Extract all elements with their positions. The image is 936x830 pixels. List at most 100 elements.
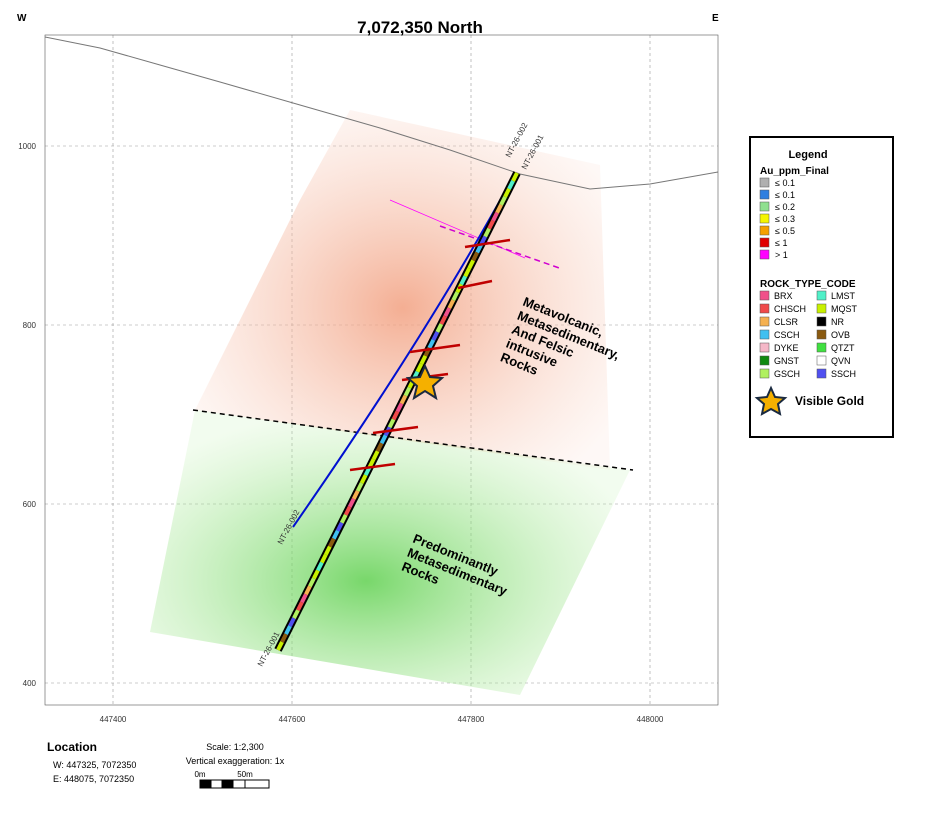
drillhole-interval — [403, 386, 412, 397]
legend-label: BRX — [774, 291, 793, 301]
legend-label: NR — [831, 317, 844, 327]
legend-swatch — [759, 303, 770, 314]
lower-unit-zone — [150, 410, 630, 695]
drillhole-interval — [499, 195, 507, 206]
legend-swatch — [759, 342, 770, 353]
legend-items: ≤ 0.1 ≤ 0.1 ≤ 0.2 ≤ 0.3 ≤ 0.5 ≤ 1 > 1 BRX LMST CH… — [759, 177, 858, 379]
drillhole-interval — [399, 394, 408, 405]
location-west: W: 447325, 7072350 — [53, 760, 136, 770]
location-east: E: 448075, 7072350 — [53, 774, 134, 784]
drillhole-intervals — [274, 171, 521, 652]
legend-rock-title: ROCK_TYPE_CODE — [760, 279, 856, 290]
drillhole-interval — [443, 307, 452, 317]
legend-swatch — [816, 368, 827, 379]
legend-star — [754, 385, 788, 416]
legend-swatch — [816, 355, 827, 366]
legend-swatch — [816, 329, 827, 340]
drillhole-interval — [507, 180, 515, 190]
scale-exaggeration: Vertical exaggeration: 1x — [186, 756, 285, 766]
legend-label: ≤ 1 — [775, 238, 787, 248]
west-label: W — [17, 13, 27, 24]
upper-unit-zone — [195, 110, 610, 470]
drillhole-interval — [312, 569, 320, 580]
drillhole-interval — [387, 418, 396, 429]
drillhole-interval — [280, 633, 288, 643]
legend-label: ≤ 0.1 — [775, 178, 795, 188]
legend-label: QTZT — [831, 343, 855, 353]
legend-swatch — [759, 316, 770, 327]
drillhole-interval — [367, 458, 376, 469]
drillhole-interval — [439, 315, 448, 325]
drillhole-interval — [419, 354, 428, 365]
drillhole-interval — [347, 498, 356, 508]
drillhole-interval — [276, 641, 284, 651]
legend-swatch — [759, 225, 770, 236]
legend-swatch — [759, 213, 770, 224]
legend-swatch — [759, 237, 770, 248]
legend-swatch — [816, 303, 827, 314]
drillhole-interval — [375, 442, 384, 453]
drillhole-interval — [451, 291, 460, 302]
y-tick-label: 800 — [23, 321, 37, 330]
structure — [389, 199, 526, 259]
legend-swatch — [816, 342, 827, 353]
drillhole-interval — [491, 211, 499, 222]
drillhole-interval — [339, 513, 348, 524]
legend-label: ≤ 0.1 — [775, 190, 795, 200]
visible-gold-star — [405, 363, 445, 401]
scale-end: 50m — [237, 770, 253, 779]
drillhole-interval — [379, 434, 388, 445]
legend-label: QVN — [831, 356, 851, 366]
drillhole-interval — [355, 482, 364, 492]
legend-label: GSCH — [774, 369, 800, 379]
title: 7,072,350 North — [357, 18, 483, 37]
drillhole-interval — [331, 529, 340, 540]
legend-swatch — [759, 201, 770, 212]
legend-swatch — [759, 177, 770, 188]
legend-label: CLSR — [774, 317, 799, 327]
plot-frame — [44, 34, 719, 706]
legend-swatch — [816, 316, 827, 327]
drillhole-interval — [487, 219, 495, 230]
scale-bar — [199, 779, 270, 789]
legend-label: MQST — [831, 304, 858, 314]
drillhole-interval — [308, 577, 316, 588]
x-tick-label: 447600 — [279, 715, 306, 724]
legend-gold: Visible Gold — [795, 394, 864, 408]
drillhole-interval — [471, 251, 479, 262]
legend-box — [749, 136, 894, 438]
legend-label: GNST — [774, 356, 800, 366]
location-title: Location — [47, 740, 97, 754]
y-tick-label: 1000 — [18, 142, 36, 151]
drillhole-interval — [324, 545, 332, 556]
drillhole-interval — [284, 625, 292, 635]
legend-label: CSCH — [774, 330, 800, 340]
legend-swatch — [759, 355, 770, 366]
legend-label: OVB — [831, 330, 850, 340]
legend-label: SSCH — [831, 369, 856, 379]
legend-swatch — [759, 368, 770, 379]
drillhole-interval — [435, 323, 444, 333]
scale-ratio: Scale: 1:2,300 — [206, 742, 264, 752]
drillhole-interval — [483, 227, 491, 238]
legend-swatch — [759, 189, 770, 200]
structure — [439, 225, 563, 270]
drillhole-interval — [431, 331, 440, 341]
drillhole-interval — [467, 259, 475, 270]
legend-label: ≤ 0.3 — [775, 214, 795, 224]
legend-label: ≤ 0.2 — [775, 202, 795, 212]
drillhole-interval — [304, 585, 312, 596]
drillhole-interval — [447, 299, 456, 310]
x-tick-label: 447400 — [100, 715, 127, 724]
legend-label: > 1 — [775, 250, 788, 260]
drillhole-interval — [335, 521, 344, 532]
drillhole-interval — [503, 188, 511, 198]
drillhole-interval — [292, 609, 300, 620]
drillhole-interval — [395, 402, 404, 413]
drillhole-interval — [300, 593, 308, 604]
legend-swatch — [759, 329, 770, 340]
x-tick-label: 447800 — [458, 715, 485, 724]
drillhole-interval — [351, 490, 360, 500]
y-tick-label: 400 — [23, 679, 37, 688]
